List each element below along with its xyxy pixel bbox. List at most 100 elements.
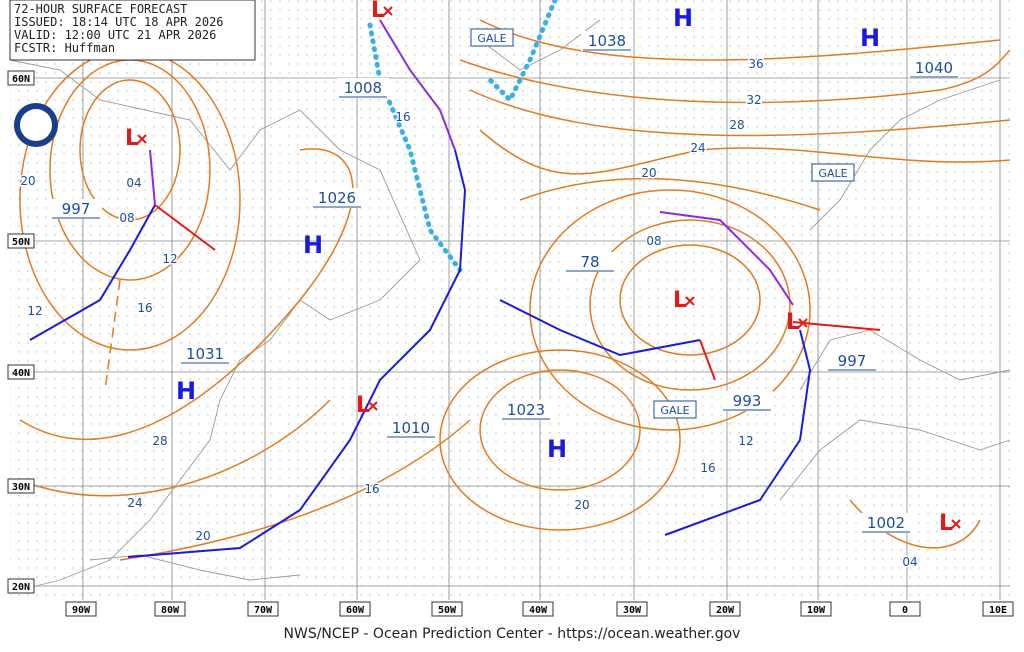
low-center: L bbox=[786, 310, 800, 335]
lat-label-box bbox=[7, 70, 35, 86]
isobar-label: 16 bbox=[137, 301, 152, 315]
isobar-label: 16 bbox=[700, 461, 715, 475]
graticule bbox=[10, 0, 1010, 600]
pressure-label-bg bbox=[564, 252, 616, 272]
header-valid: VALID: 12:00 UTC 21 APR 2026 bbox=[14, 28, 216, 42]
low-center: L bbox=[939, 511, 953, 536]
isobar-label: 08 bbox=[119, 211, 134, 225]
pressure-label-bg bbox=[826, 351, 878, 371]
isobar-label: 12 bbox=[738, 434, 753, 448]
lon-label: 30W bbox=[623, 605, 642, 616]
low-center: L bbox=[371, 0, 385, 23]
pressure-label: 1002 bbox=[867, 514, 905, 532]
isobar-label: 32 bbox=[746, 93, 761, 107]
gale-label: GALE bbox=[660, 404, 689, 417]
high-center: H bbox=[860, 24, 880, 52]
lon-label-box bbox=[982, 601, 1014, 617]
pressure-label: 78 bbox=[580, 253, 599, 271]
lon-label-box bbox=[616, 601, 648, 617]
lon-label: 80W bbox=[161, 605, 180, 616]
lat-label: 40N bbox=[12, 368, 30, 379]
isobar-label: 24 bbox=[127, 496, 142, 510]
pressure-label-bg bbox=[500, 400, 552, 420]
low-center: L bbox=[356, 393, 370, 418]
isobar-label: 20 bbox=[641, 166, 656, 180]
lon-label-box bbox=[889, 601, 921, 617]
lat-label: 30N bbox=[12, 482, 30, 493]
isobar-label: 36 bbox=[748, 57, 763, 71]
isobar-label: 04 bbox=[126, 176, 141, 190]
lon-label-box bbox=[154, 601, 186, 617]
pressure-label: 1040 bbox=[915, 59, 953, 77]
header-issued: ISSUED: 18:14 UTC 18 APR 2026 bbox=[14, 15, 224, 29]
lon-label: 40W bbox=[529, 605, 548, 616]
low-cross bbox=[685, 296, 695, 306]
pressure-label-bg bbox=[385, 418, 437, 438]
pressure-label-bg bbox=[860, 513, 912, 533]
pressure-label: 997 bbox=[62, 200, 91, 218]
lon-label-box bbox=[709, 601, 741, 617]
lat-label-box bbox=[7, 233, 35, 249]
pressure-label-bg bbox=[581, 31, 633, 51]
gale-label: GALE bbox=[477, 32, 506, 45]
pressure-label-bg bbox=[337, 78, 389, 98]
header-forecaster: FCSTR: Huffman bbox=[14, 41, 115, 55]
pressure-label: 997 bbox=[838, 352, 867, 370]
low-cross bbox=[951, 519, 961, 529]
isobar-label: 20 bbox=[195, 529, 210, 543]
lon-label: 90W bbox=[72, 605, 91, 616]
lon-label: 10E bbox=[989, 605, 1007, 616]
map-background bbox=[10, 0, 1010, 600]
pressure-label-bg bbox=[908, 58, 960, 78]
pressure-label: 1008 bbox=[344, 79, 382, 97]
lon-label: 20W bbox=[716, 605, 735, 616]
gale-label: GALE bbox=[818, 167, 847, 180]
gale-box bbox=[653, 400, 697, 419]
isobar-label: 12 bbox=[162, 252, 177, 266]
lat-label: 60N bbox=[12, 74, 30, 85]
low-center: L bbox=[673, 288, 687, 313]
pressure-label: 1038 bbox=[588, 32, 626, 50]
pressure-label: 1031 bbox=[186, 345, 224, 363]
lat-label: 20N bbox=[12, 582, 30, 593]
isobar-label: 08 bbox=[646, 234, 661, 248]
lon-label-box bbox=[339, 601, 371, 617]
pressure-label-bg bbox=[721, 391, 773, 411]
gale-box bbox=[811, 163, 855, 182]
isobar-label: 16 bbox=[364, 482, 379, 496]
lon-label-box bbox=[431, 601, 463, 617]
pressure-label: 993 bbox=[733, 392, 762, 410]
lat-label-box bbox=[7, 578, 35, 594]
gale-box bbox=[470, 28, 514, 47]
low-cross bbox=[383, 6, 393, 16]
low-cross bbox=[368, 401, 378, 411]
isobar-label: 20 bbox=[20, 174, 35, 188]
pressure-label-bg bbox=[179, 344, 231, 364]
lon-label: 10W bbox=[807, 605, 826, 616]
lon-label: 60W bbox=[346, 605, 365, 616]
fronts bbox=[29, 19, 881, 558]
lon-label: 50W bbox=[438, 605, 457, 616]
lon-label: 70W bbox=[254, 605, 273, 616]
high-center: H bbox=[547, 435, 567, 463]
pressure-label: 1010 bbox=[392, 419, 430, 437]
lat-label-box bbox=[7, 364, 35, 380]
lon-label-box bbox=[522, 601, 554, 617]
pressure-label-bg bbox=[50, 199, 102, 219]
noaa-logo bbox=[14, 103, 58, 147]
isobar-label: 04 bbox=[902, 555, 917, 569]
lat-label: 50N bbox=[12, 237, 30, 248]
header-title: 72-HOUR SURFACE FORECAST bbox=[14, 2, 187, 16]
lat-label-box bbox=[7, 478, 35, 494]
coastlines bbox=[9, 19, 1011, 591]
lon-label-box bbox=[65, 601, 97, 617]
header-box bbox=[9, 0, 256, 61]
high-center: H bbox=[673, 4, 693, 32]
isobar-label: 24 bbox=[690, 141, 705, 155]
isobar-label: 20 bbox=[574, 498, 589, 512]
lon-label-box bbox=[800, 601, 832, 617]
isobar-label: 12 bbox=[27, 304, 42, 318]
isobar-label: 16 bbox=[395, 110, 410, 124]
low-center: L bbox=[125, 126, 139, 151]
